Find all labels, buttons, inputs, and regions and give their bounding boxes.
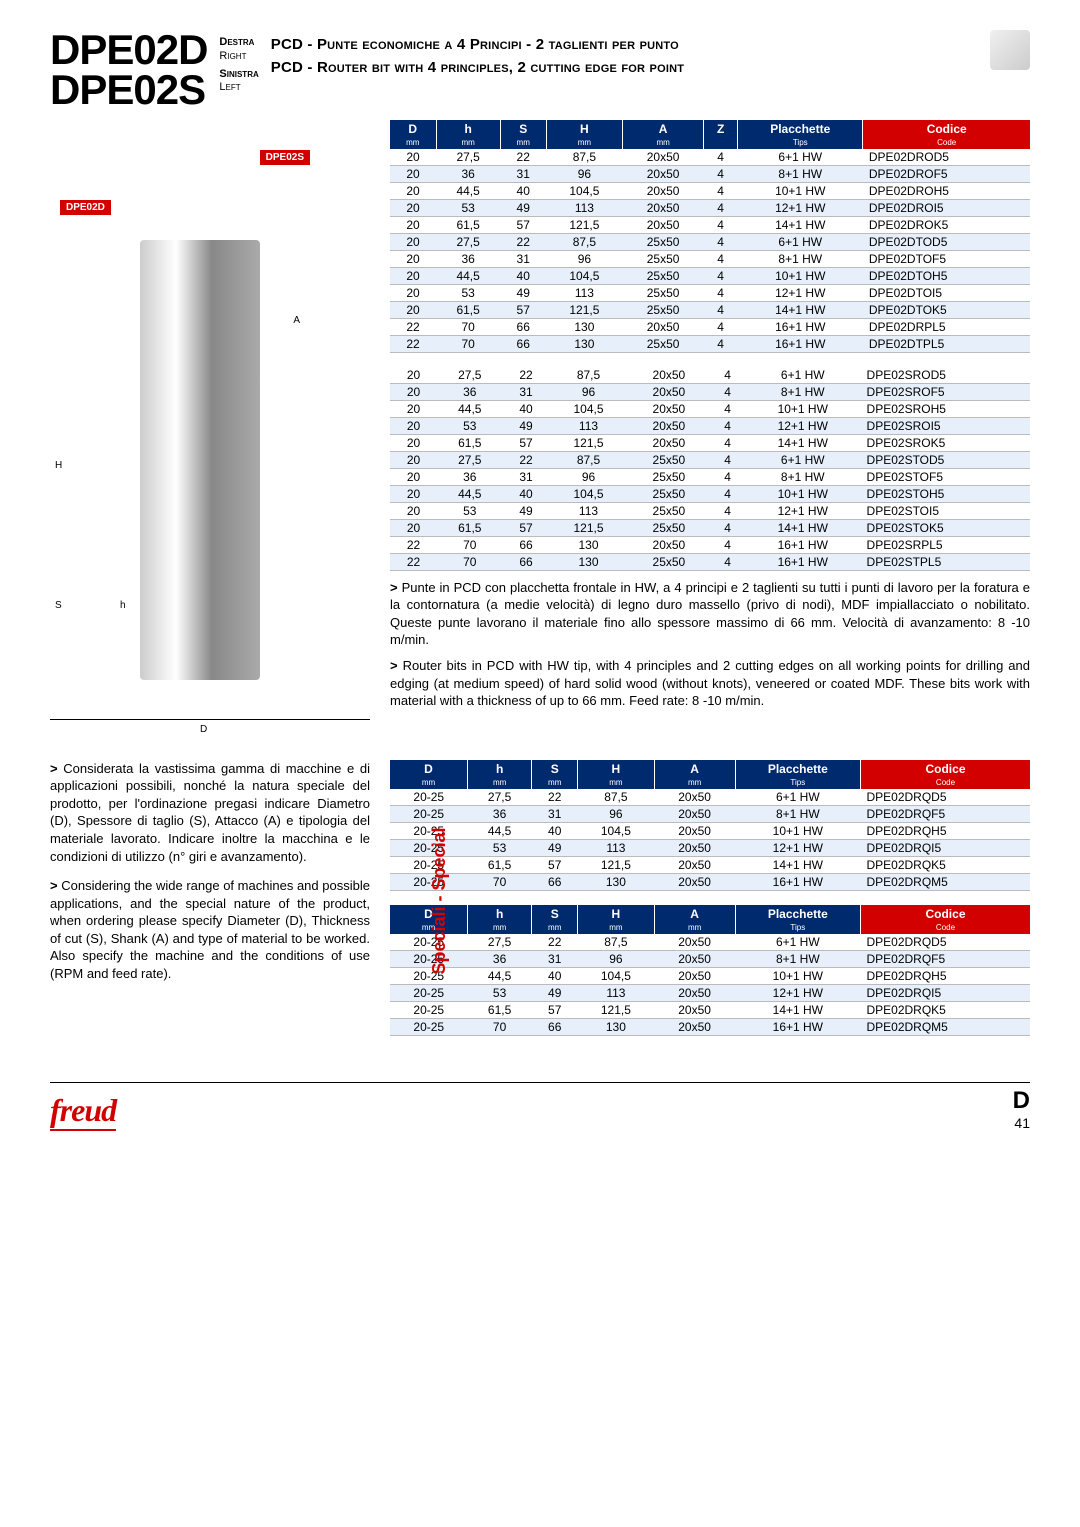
- col-header: h: [468, 905, 532, 923]
- ordering-info: Considerata la vastissima gamma di macch…: [50, 760, 370, 1042]
- table-row: 22706613025x50416+1 HWDPE02STPL5: [390, 553, 1030, 570]
- table-row: 2061,557121,525x50414+1 HWDPE02DTOK5: [390, 301, 1030, 318]
- table-row: 2027,52287,520x5046+1 HWDPE02DROD5: [390, 149, 1030, 166]
- table-row: 20-2544,540104,520x5010+1 HWDPE02DRQH5: [390, 822, 1030, 839]
- table-row: 2044,540104,520x50410+1 HWDPE02DROH5: [390, 182, 1030, 199]
- model-code-2: DPE02S: [50, 70, 207, 110]
- table-row: 2061,557121,525x50414+1 HWDPE02STOK5: [390, 519, 1030, 536]
- col-header: H: [546, 120, 622, 138]
- footer: freud D 41: [50, 1082, 1030, 1131]
- table-row: 20-2536319620x508+1 HWDPE02DRQF5: [390, 805, 1030, 822]
- page-number: D 41: [1013, 1087, 1030, 1131]
- col-header: H: [578, 905, 654, 923]
- table-row: 2044,540104,525x50410+1 HWDPE02STOH5: [390, 485, 1030, 502]
- desc-en: Router bits in PCD with HW tip, with 4 p…: [390, 657, 1030, 710]
- table-row: 20-2536319620x508+1 HWDPE02DRQF5: [390, 950, 1030, 967]
- table-row: 2044,540104,520x50410+1 HWDPE02SROH5: [390, 400, 1030, 417]
- info-en: Considering the wide range of machines a…: [50, 877, 370, 982]
- table-row: 20-25534911320x5012+1 HWDPE02DRQI5: [390, 984, 1030, 1001]
- col-header: S: [500, 120, 546, 138]
- model-codes: DPE02D DPE02S: [50, 30, 207, 110]
- title-block: PCD - Punte economiche a 4 Principi - 2 …: [271, 30, 978, 79]
- tool-shape-icon: [140, 240, 260, 680]
- table-row: 20534911320x50412+1 HWDPE02DROI5: [390, 199, 1030, 216]
- main-table-1: DhSHAZPlacchetteCodicemmmmmmmmmmTipsCode…: [390, 120, 1030, 353]
- table-row: 20534911320x50412+1 HWDPE02SROI5: [390, 417, 1030, 434]
- table-row: 20-2561,557121,520x5014+1 HWDPE02DRQK5: [390, 856, 1030, 873]
- table-row: 20-25534911320x5012+1 HWDPE02DRQI5: [390, 839, 1030, 856]
- badge-dpe02s: DPE02S: [260, 150, 310, 165]
- table-row: 20534911325x50412+1 HWDPE02STOI5: [390, 502, 1030, 519]
- col-header: D: [390, 120, 436, 138]
- main-table-2: 2027,52287,520x5046+1 HWDPE02SROD5203631…: [390, 367, 1030, 571]
- corner-logo-icon: [990, 30, 1030, 70]
- special-table-2: DhSHAPlacchetteCodicemmmmmmmmmmTipsCode …: [390, 905, 1030, 1036]
- col-header: Codice: [863, 120, 1030, 138]
- table-row: 20-2527,52287,520x506+1 HWDPE02DRQD5: [390, 934, 1030, 951]
- table-row: 20534911325x50412+1 HWDPE02DTOI5: [390, 284, 1030, 301]
- col-header: S: [532, 905, 578, 923]
- table-row: 2061,557121,520x50414+1 HWDPE02SROK5: [390, 434, 1030, 451]
- header: DPE02D DPE02S Destra Right Sinistra Left…: [50, 30, 1030, 110]
- table-row: 2061,557121,520x50414+1 HWDPE02DROK5: [390, 216, 1030, 233]
- col-header: h: [468, 760, 532, 778]
- table-row: 22706613025x50416+1 HWDPE02DTPL5: [390, 335, 1030, 352]
- col-header: Placchette: [735, 905, 860, 923]
- col-header: H: [578, 760, 654, 778]
- col-header: A: [654, 760, 735, 778]
- speciali-label: Speciali - Special: [429, 827, 450, 974]
- col-header: D: [390, 760, 468, 778]
- desc-it: Punte in PCD con placchetta frontale in …: [390, 579, 1030, 649]
- badge-dpe02d: DPE02D: [60, 200, 111, 215]
- table-row: 2036319620x5048+1 HWDPE02DROF5: [390, 165, 1030, 182]
- title-en: PCD - Router bit with 4 principles, 2 cu…: [271, 57, 978, 80]
- table-row: 20-2544,540104,520x5010+1 HWDPE02DRQH5: [390, 967, 1030, 984]
- col-header: Placchette: [735, 760, 860, 778]
- model-code-1: DPE02D: [50, 30, 207, 70]
- table-row: 2027,52287,520x5046+1 HWDPE02SROD5: [390, 367, 1030, 384]
- col-header: A: [654, 905, 735, 923]
- brand-logo: freud: [50, 1092, 116, 1131]
- info-it: Considerata la vastissima gamma di macch…: [50, 760, 370, 865]
- special-table-1: DhSHAPlacchetteCodicemmmmmmmmmmTipsCode …: [390, 760, 1030, 891]
- product-diagram: DPE02S DPE02D H S h D A: [50, 120, 370, 720]
- col-header: A: [623, 120, 704, 138]
- table-row: 2027,52287,525x5046+1 HWDPE02DTOD5: [390, 233, 1030, 250]
- table-row: 2036319625x5048+1 HWDPE02DTOF5: [390, 250, 1030, 267]
- table-row: 2044,540104,525x50410+1 HWDPE02DTOH5: [390, 267, 1030, 284]
- title-it: PCD - Punte economiche a 4 Principi - 2 …: [271, 34, 978, 57]
- table-row: 20-2527,52287,520x506+1 HWDPE02DRQD5: [390, 789, 1030, 806]
- table-row: 2027,52287,525x5046+1 HWDPE02STOD5: [390, 451, 1030, 468]
- col-header: Z: [704, 120, 738, 138]
- col-header: Placchette: [738, 120, 863, 138]
- direction-labels: Destra Right Sinistra Left: [219, 30, 258, 95]
- table-row: 20-2561,557121,520x5014+1 HWDPE02DRQK5: [390, 1001, 1030, 1018]
- table-row: 22706613020x50416+1 HWDPE02DRPL5: [390, 318, 1030, 335]
- table-row: 20-25706613020x5016+1 HWDPE02DRQM5: [390, 1018, 1030, 1035]
- table-row: 2036319625x5048+1 HWDPE02STOF5: [390, 468, 1030, 485]
- col-header: Codice: [860, 905, 1030, 923]
- col-header: Codice: [860, 760, 1030, 778]
- col-header: S: [532, 760, 578, 778]
- table-row: 22706613020x50416+1 HWDPE02SRPL5: [390, 536, 1030, 553]
- description: Punte in PCD con placchetta frontale in …: [390, 579, 1030, 710]
- col-header: h: [436, 120, 500, 138]
- table-row: 2036319620x5048+1 HWDPE02SROF5: [390, 383, 1030, 400]
- table-row: 20-25706613020x5016+1 HWDPE02DRQM5: [390, 873, 1030, 890]
